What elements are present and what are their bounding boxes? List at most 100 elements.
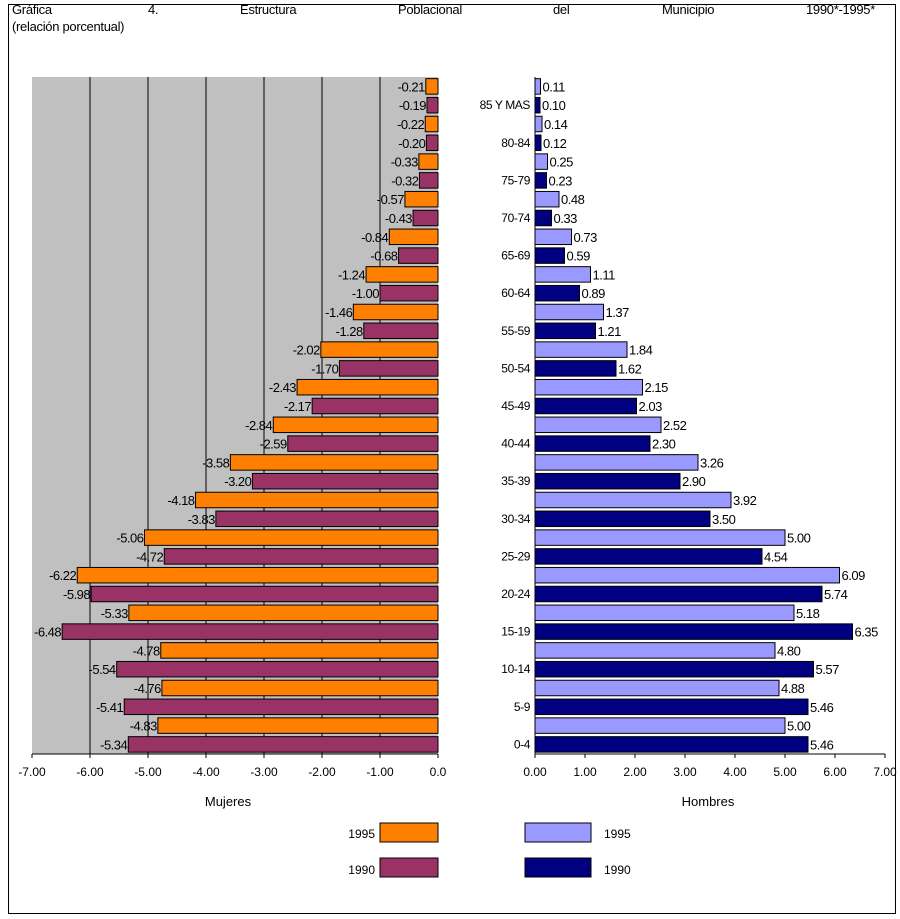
legend-swatch-hombres-1995	[524, 822, 592, 843]
data-label-hombres-1990: 4.54	[764, 549, 788, 564]
bar-mujeres-1990	[418, 172, 439, 189]
right-tick-label: 6.00	[823, 765, 847, 779]
bar-mujeres-1995	[157, 717, 439, 734]
data-label-mujeres-1990: -0.19	[399, 98, 426, 113]
bar-hombres-1990	[534, 585, 823, 603]
bar-mujeres-1995	[320, 341, 439, 358]
bar-hombres-1995	[534, 717, 786, 734]
left-tick-label: -4.00	[192, 765, 220, 779]
data-label-mujeres-1995: -1.24	[338, 267, 365, 282]
bar-hombres-1995	[534, 491, 732, 509]
data-label-mujeres-1990: -3.83	[188, 512, 215, 527]
data-label-hombres-1995: 6.09	[842, 568, 866, 583]
data-label-hombres-1995: 0.25	[550, 155, 574, 170]
data-label-hombres-1990: 5.46	[810, 737, 834, 752]
header-word-number: 4.	[148, 2, 159, 17]
left-axis-title: Mujeres	[205, 794, 252, 809]
data-label-hombres-1995: 2.15	[645, 380, 669, 395]
right-tick-label: 7.00	[873, 765, 897, 779]
legend-label-hombres-1990: 1990	[604, 863, 631, 877]
data-label-mujeres-1995: -4.76	[134, 681, 161, 696]
bar-hombres-1990	[534, 660, 814, 678]
data-label-mujeres-1995: -0.22	[397, 117, 424, 132]
category-label: 45-49	[501, 399, 530, 413]
bar-mujeres-1990	[163, 548, 439, 565]
data-label-hombres-1990: 0.33	[554, 211, 578, 226]
data-label-hombres-1990: 5.46	[810, 700, 834, 715]
bar-hombres-1995	[534, 642, 776, 659]
left-plot-area	[32, 77, 438, 754]
left-tick-label: -5.00	[134, 765, 162, 779]
category-label: 25-29	[501, 549, 530, 563]
bar-mujeres-1995	[229, 454, 439, 471]
category-label: 40-44	[501, 437, 530, 451]
data-label-mujeres-1995: -0.21	[398, 79, 425, 94]
category-label: 75-79	[501, 173, 530, 187]
data-label-hombres-1990: 1.62	[618, 361, 642, 376]
bar-hombres-1995	[534, 566, 840, 584]
bar-hombres-1995	[534, 378, 643, 396]
data-label-mujeres-1995: -4.18	[167, 493, 194, 508]
bar-hombres-1995	[534, 190, 560, 208]
category-label: 60-64	[501, 286, 530, 300]
bar-mujeres-1995	[144, 529, 439, 546]
data-label-mujeres-1990: -5.98	[63, 587, 90, 602]
bar-mujeres-1990	[215, 510, 439, 528]
data-label-hombres-1990: 0.12	[543, 136, 567, 151]
data-label-mujeres-1995: -5.33	[101, 606, 128, 621]
data-label-mujeres-1990: -5.54	[89, 662, 116, 677]
data-label-mujeres-1990: -4.72	[136, 549, 163, 564]
data-label-mujeres-1995: -6.22	[49, 568, 76, 583]
category-label: 50-54	[501, 361, 530, 375]
data-label-mujeres-1995: -0.33	[391, 155, 418, 170]
data-label-hombres-1995: 3.26	[700, 455, 724, 470]
chart-frame	[8, 4, 896, 914]
right-axis-title: Hombres	[682, 794, 735, 809]
bar-mujeres-1990	[123, 698, 439, 716]
legend-swatch-mujeres-1990	[379, 857, 439, 878]
data-label-hombres-1995: 1.11	[593, 267, 616, 282]
bar-hombres-1995	[534, 416, 662, 434]
bar-mujeres-1995	[128, 604, 439, 622]
data-label-hombres-1990: 0.89	[582, 286, 606, 301]
bar-hombres-1995	[534, 454, 699, 471]
bar-mujeres-1990	[127, 736, 439, 753]
header-subtitle: (relación porcentual)	[12, 19, 125, 34]
data-label-mujeres-1990: -1.28	[336, 324, 363, 339]
bar-mujeres-1995	[425, 78, 439, 95]
bar-hombres-1995	[534, 529, 786, 546]
data-label-mujeres-1990: -3.20	[224, 474, 251, 489]
category-label: 20-24	[501, 587, 530, 601]
bar-hombres-1990	[534, 209, 552, 227]
bar-hombres-1995	[534, 153, 548, 170]
bar-hombres-1995	[534, 266, 591, 283]
data-label-mujeres-1995: -5.06	[116, 531, 143, 546]
bar-mujeres-1995	[424, 115, 439, 133]
bar-hombres-1995	[534, 228, 572, 246]
data-label-mujeres-1990: -6.48	[34, 625, 61, 640]
bar-hombres-1990	[534, 472, 681, 490]
bar-hombres-1990	[534, 322, 596, 340]
bar-mujeres-1995	[161, 679, 439, 697]
bar-mujeres-1995	[160, 642, 439, 659]
data-label-mujeres-1995: -0.84	[361, 230, 388, 245]
bar-hombres-1990	[534, 548, 763, 565]
category-label: 85 Y MAS	[480, 98, 531, 112]
data-label-hombres-1995: 2.52	[663, 418, 687, 433]
data-label-mujeres-1990: -0.43	[385, 211, 412, 226]
bar-hombres-1990	[534, 96, 541, 114]
data-label-hombres-1995: 5.00	[787, 531, 811, 546]
bar-hombres-1995	[534, 341, 628, 358]
left-tick-label: -6.00	[76, 765, 104, 779]
legend-swatch-mujeres-1995	[379, 822, 439, 843]
data-label-hombres-1995: 4.80	[777, 643, 801, 658]
bar-mujeres-1990	[412, 209, 439, 227]
header-word-del: del	[553, 2, 570, 17]
data-label-mujeres-1990: -1.70	[311, 361, 338, 376]
data-label-hombres-1995: 0.14	[544, 117, 568, 132]
data-label-hombres-1995: 5.18	[796, 606, 820, 621]
category-label: 55-59	[501, 324, 530, 338]
category-label: 0-4	[514, 737, 531, 751]
bar-mujeres-1990	[425, 134, 439, 152]
